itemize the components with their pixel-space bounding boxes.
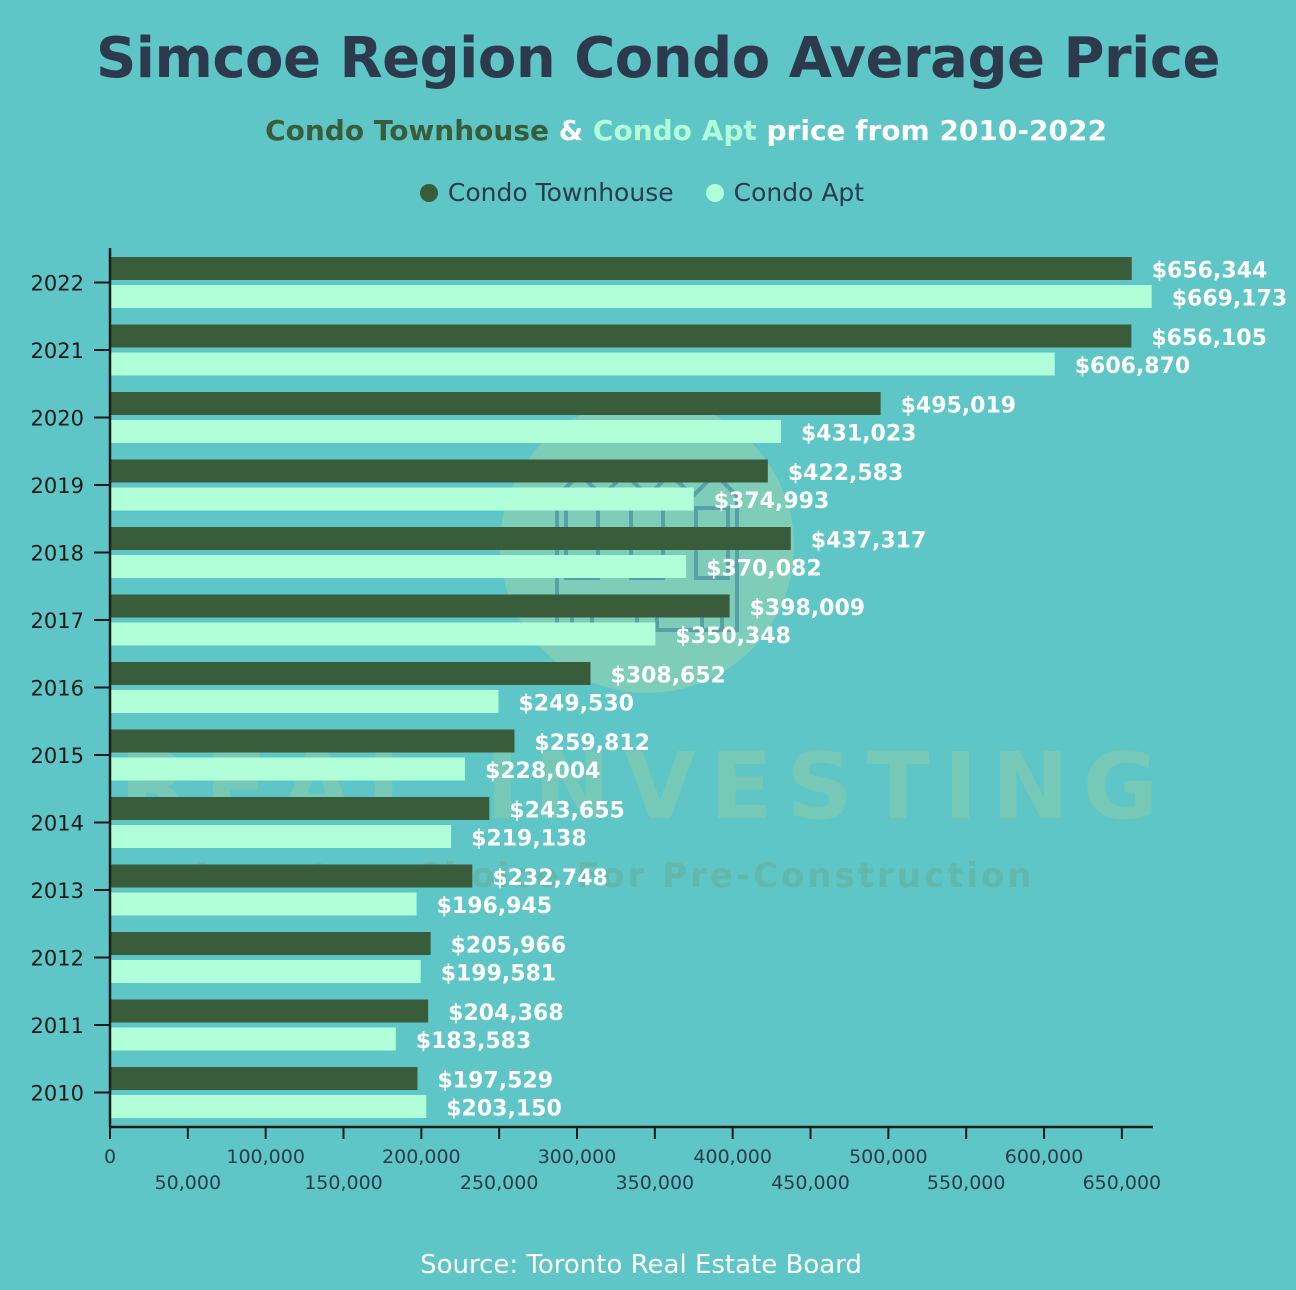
- legend-label-apt: Condo Apt: [733, 178, 865, 207]
- bar-townhouse-2020: [110, 392, 881, 415]
- subtitle-range: price from 2010-2022: [756, 114, 1107, 147]
- y-tick-label-2014: 2014: [31, 812, 84, 836]
- bar-apt-2015: [110, 757, 465, 781]
- bar-townhouse-2017: [110, 594, 730, 618]
- data-label-apt-2018: $370,082: [706, 557, 822, 582]
- data-label-townhouse-2015: $259,812: [534, 731, 650, 756]
- y-tick-label-2010: 2010: [31, 1082, 84, 1106]
- data-label-townhouse-2016: $308,652: [610, 664, 726, 689]
- data-label-apt-2017: $350,348: [675, 624, 791, 649]
- chart-title: Simcoe Region Condo Average Price: [95, 26, 1221, 91]
- x-tick-label-300000: 300,000: [538, 1146, 617, 1168]
- data-label-townhouse-2010: $197,529: [437, 1069, 553, 1094]
- bar-townhouse-2019: [110, 459, 768, 483]
- legend-marker-apt: [705, 183, 724, 202]
- bars: [110, 257, 1152, 1118]
- x-tick-label-50000: 50,000: [155, 1172, 221, 1194]
- y-tick-label-2022: 2022: [31, 272, 84, 296]
- x-tick-label-500000: 500,000: [849, 1146, 928, 1168]
- x-tick-label-250000: 250,000: [460, 1172, 539, 1194]
- x-tick-label-0: 0: [104, 1146, 116, 1168]
- bar-apt-2021: [110, 352, 1055, 376]
- bar-townhouse-2015: [110, 729, 515, 753]
- subtitle-apt: Condo Apt: [592, 114, 757, 147]
- y-tick-label-2018: 2018: [31, 542, 84, 566]
- y-tick-label-2011: 2011: [31, 1014, 84, 1038]
- bar-apt-2013: [110, 892, 417, 916]
- data-label-apt-2014: $219,138: [471, 827, 587, 852]
- data-label-apt-2016: $249,530: [518, 692, 634, 717]
- x-tick-label-350000: 350,000: [616, 1172, 695, 1194]
- data-label-apt-2021: $606,870: [1075, 354, 1191, 379]
- data-label-townhouse-2013: $232,748: [492, 866, 608, 891]
- data-label-apt-2022: $669,173: [1172, 287, 1288, 312]
- data-label-townhouse-2014: $243,655: [509, 799, 625, 824]
- bar-townhouse-2018: [110, 527, 791, 550]
- y-tick-label-2019: 2019: [31, 474, 84, 498]
- bar-townhouse-2014: [110, 797, 490, 820]
- data-label-townhouse-2019: $422,583: [788, 461, 904, 486]
- x-tick-label-100000: 100,000: [226, 1146, 305, 1168]
- chart-subtitle: Condo Townhouse & Condo Apt price from 2…: [0, 114, 1296, 147]
- bar-apt-2016: [110, 690, 499, 713]
- bar-townhouse-2013: [110, 864, 473, 888]
- y-tick-label-2017: 2017: [31, 609, 84, 633]
- y-tick-label-2016: 2016: [31, 677, 84, 701]
- y-tick-label-2020: 2020: [31, 407, 84, 431]
- x-tick-label-600000: 600,000: [1005, 1146, 1084, 1168]
- y-tick-label-2012: 2012: [31, 947, 84, 971]
- bar-townhouse-2011: [110, 999, 429, 1023]
- bar-apt-2022: [110, 285, 1152, 308]
- data-label-townhouse-2017: $398,009: [750, 596, 866, 621]
- legend-marker-townhouse: [419, 183, 438, 202]
- x-tick-label-200000: 200,000: [382, 1146, 461, 1168]
- bar-apt-2012: [110, 960, 421, 983]
- data-labels: $656,344 $669,173 $656,105 $606,870 $495,019…: [416, 259, 1287, 1122]
- data-label-apt-2011: $183,583: [416, 1029, 532, 1054]
- data-label-townhouse-2011: $204,368: [448, 1001, 564, 1026]
- bar-townhouse-2016: [110, 662, 591, 685]
- x-tick-label-650000: 650,000: [1083, 1172, 1162, 1194]
- data-label-townhouse-2022: $656,344: [1152, 259, 1268, 284]
- bar-apt-2010: [110, 1095, 427, 1118]
- y-tick-label-2021: 2021: [31, 339, 84, 363]
- data-label-apt-2013: $196,945: [437, 894, 553, 919]
- bar-apt-2018: [110, 555, 687, 578]
- legend-item-townhouse: Condo Townhouse: [419, 178, 674, 207]
- data-label-apt-2015: $228,004: [485, 759, 601, 784]
- y-tick-label-2015: 2015: [31, 744, 84, 768]
- data-label-townhouse-2021: $656,105: [1151, 326, 1267, 351]
- y-tick-label-2013: 2013: [31, 879, 84, 903]
- legend-label-townhouse: Condo Townhouse: [447, 178, 674, 207]
- bar-townhouse-2012: [110, 932, 431, 955]
- data-label-apt-2020: $431,023: [801, 422, 917, 447]
- bar-townhouse-2022: [110, 257, 1132, 280]
- bar-apt-2019: [110, 487, 694, 511]
- data-label-townhouse-2012: $205,966: [451, 934, 567, 959]
- bar-apt-2017: [110, 622, 656, 646]
- data-label-apt-2010: $203,150: [446, 1097, 562, 1122]
- bar-townhouse-2010: [110, 1067, 418, 1090]
- x-tick-label-450000: 450,000: [771, 1172, 850, 1194]
- source-note: Source: Toronto Real Estate Board: [420, 1250, 862, 1280]
- legend-item-apt: Condo Apt: [705, 178, 865, 207]
- data-label-apt-2019: $374,993: [714, 489, 830, 514]
- axes: 2022 2021 2020 2019 2018 2017 2016 2015 2014 2013…: [31, 248, 1162, 1194]
- x-tick-label-400000: 400,000: [693, 1146, 772, 1168]
- bar-townhouse-2021: [110, 324, 1132, 348]
- x-tick-label-550000: 550,000: [927, 1172, 1006, 1194]
- subtitle-ampersand: &: [549, 114, 593, 147]
- subtitle-townhouse: Condo Townhouse: [265, 114, 549, 147]
- bar-apt-2011: [110, 1027, 396, 1051]
- bar-apt-2020: [110, 420, 781, 443]
- x-tick-label-150000: 150,000: [304, 1172, 383, 1194]
- data-label-townhouse-2020: $495,019: [901, 394, 1017, 419]
- data-label-townhouse-2018: $437,317: [811, 529, 927, 554]
- data-label-apt-2012: $199,581: [441, 962, 557, 987]
- legend: Condo Townhouse Condo Apt: [0, 178, 1284, 207]
- bar-apt-2014: [110, 825, 452, 848]
